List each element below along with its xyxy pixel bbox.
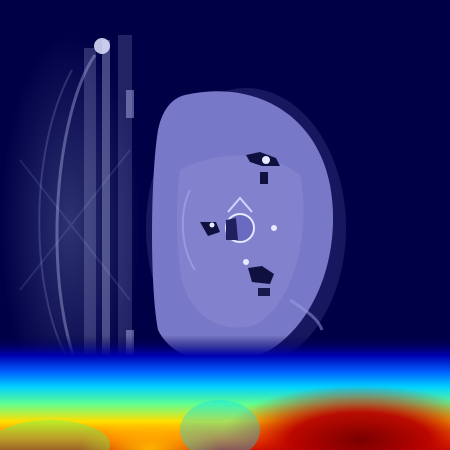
body-cross-section — [146, 88, 346, 368]
heatmap-overlay — [0, 335, 450, 450]
scanner-table — [0, 35, 140, 415]
